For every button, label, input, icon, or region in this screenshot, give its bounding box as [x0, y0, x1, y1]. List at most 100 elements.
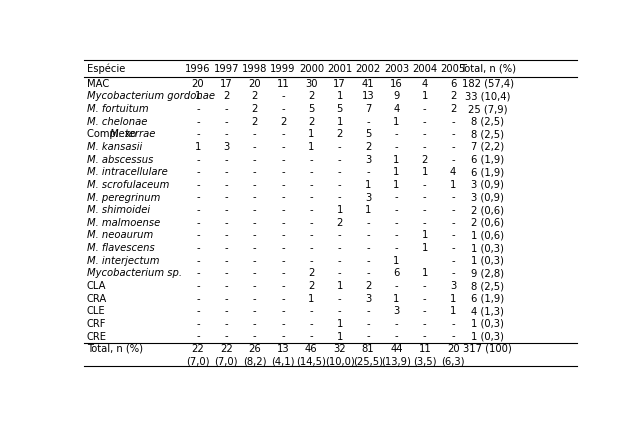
- Text: 2: 2: [365, 142, 371, 152]
- Text: 1 (0,3): 1 (0,3): [471, 319, 504, 329]
- Text: -: -: [281, 256, 285, 266]
- Text: M. intracellulare: M. intracellulare: [87, 167, 168, 177]
- Text: 1996: 1996: [185, 64, 211, 74]
- Text: 1: 1: [336, 92, 343, 102]
- Text: -: -: [281, 193, 285, 203]
- Text: -: -: [423, 104, 427, 114]
- Text: 2: 2: [308, 92, 315, 102]
- Text: (14,5): (14,5): [297, 357, 326, 367]
- Text: 2: 2: [223, 92, 229, 102]
- Text: -: -: [395, 129, 398, 140]
- Text: -: -: [367, 306, 370, 316]
- Text: 1: 1: [394, 180, 399, 190]
- Text: 1: 1: [365, 180, 371, 190]
- Text: Espécie: Espécie: [87, 64, 125, 74]
- Text: -: -: [309, 319, 313, 329]
- Text: 7: 7: [365, 104, 371, 114]
- Text: -: -: [423, 117, 427, 127]
- Text: 1: 1: [336, 332, 343, 342]
- Text: M. neoaurum: M. neoaurum: [87, 230, 153, 241]
- Text: 22: 22: [191, 344, 204, 354]
- Text: 1: 1: [394, 167, 399, 177]
- Text: 5: 5: [308, 104, 315, 114]
- Text: CRA: CRA: [87, 294, 107, 304]
- Text: 1: 1: [336, 281, 343, 291]
- Text: -: -: [395, 332, 398, 342]
- Text: 2000: 2000: [299, 64, 324, 74]
- Text: -: -: [367, 268, 370, 278]
- Text: (4,1): (4,1): [272, 357, 295, 367]
- Text: 2: 2: [308, 281, 315, 291]
- Text: 33 (10,4): 33 (10,4): [465, 92, 510, 102]
- Text: -: -: [395, 281, 398, 291]
- Text: -: -: [225, 155, 228, 165]
- Text: -: -: [423, 306, 427, 316]
- Text: 6: 6: [450, 79, 456, 89]
- Text: 1: 1: [394, 256, 399, 266]
- Text: -: -: [423, 281, 427, 291]
- Text: -: -: [309, 256, 313, 266]
- Text: -: -: [281, 243, 285, 253]
- Text: 44: 44: [390, 344, 403, 354]
- Text: -: -: [196, 256, 200, 266]
- Text: M. flavescens: M. flavescens: [87, 243, 155, 253]
- Text: 2 (0,6): 2 (0,6): [471, 205, 504, 215]
- Text: -: -: [367, 332, 370, 342]
- Text: -: -: [423, 319, 427, 329]
- Text: -: -: [451, 319, 455, 329]
- Text: -: -: [225, 218, 228, 228]
- Text: Mycobacterium gordonae: Mycobacterium gordonae: [87, 92, 214, 102]
- Text: -: -: [253, 155, 256, 165]
- Text: -: -: [451, 205, 455, 215]
- Text: -: -: [196, 230, 200, 241]
- Text: -: -: [309, 218, 313, 228]
- Text: -: -: [367, 167, 370, 177]
- Text: -: -: [253, 230, 256, 241]
- Text: -: -: [281, 306, 285, 316]
- Text: -: -: [451, 218, 455, 228]
- Text: 1: 1: [422, 243, 428, 253]
- Text: 1: 1: [422, 92, 428, 102]
- Text: M. peregrinum: M. peregrinum: [87, 193, 160, 203]
- Text: -: -: [196, 319, 200, 329]
- Text: -: -: [281, 205, 285, 215]
- Text: -: -: [451, 117, 455, 127]
- Text: 2: 2: [252, 117, 258, 127]
- Text: -: -: [253, 167, 256, 177]
- Text: -: -: [253, 281, 256, 291]
- Text: 8 (2,5): 8 (2,5): [471, 129, 504, 140]
- Text: -: -: [451, 155, 455, 165]
- Text: M. scrofulaceum: M. scrofulaceum: [87, 180, 169, 190]
- Text: (13,9): (13,9): [381, 357, 412, 367]
- Text: -: -: [196, 117, 200, 127]
- Text: M. shimoidei: M. shimoidei: [87, 205, 150, 215]
- Text: -: -: [253, 193, 256, 203]
- Text: 2: 2: [365, 281, 371, 291]
- Text: -: -: [253, 142, 256, 152]
- Text: -: -: [225, 319, 228, 329]
- Text: 1: 1: [336, 205, 343, 215]
- Text: 6 (1,9): 6 (1,9): [471, 155, 505, 165]
- Text: -: -: [281, 294, 285, 304]
- Text: M. kansasii: M. kansasii: [87, 142, 142, 152]
- Text: 1998: 1998: [242, 64, 267, 74]
- Text: -: -: [281, 281, 285, 291]
- Text: CRF: CRF: [87, 319, 106, 329]
- Text: 1 (0,3): 1 (0,3): [471, 256, 504, 266]
- Text: -: -: [451, 268, 455, 278]
- Text: 2: 2: [336, 218, 343, 228]
- Text: 4: 4: [450, 167, 456, 177]
- Text: 20: 20: [191, 79, 204, 89]
- Text: -: -: [253, 306, 256, 316]
- Text: Total, n (%): Total, n (%): [460, 64, 516, 74]
- Text: -: -: [338, 180, 342, 190]
- Text: 9: 9: [394, 92, 399, 102]
- Text: -: -: [281, 218, 285, 228]
- Text: -: -: [281, 332, 285, 342]
- Text: CLA: CLA: [87, 281, 106, 291]
- Text: -: -: [253, 180, 256, 190]
- Text: -: -: [253, 243, 256, 253]
- Text: -: -: [309, 306, 313, 316]
- Text: -: -: [253, 256, 256, 266]
- Text: -: -: [281, 230, 285, 241]
